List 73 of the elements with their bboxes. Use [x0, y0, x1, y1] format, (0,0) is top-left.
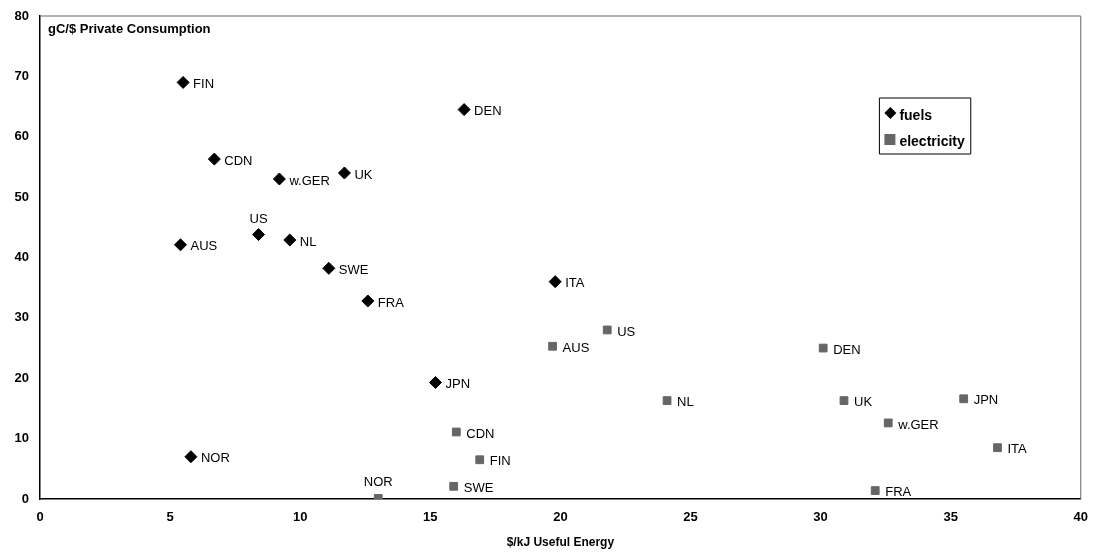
x-tick-label: 10 — [292, 509, 308, 525]
point — [283, 233, 297, 247]
annotation: NL — [677, 394, 694, 410]
x-tick-label: 5 — [166, 509, 174, 525]
annotation: US — [617, 323, 636, 339]
y-tick-label: 60 — [14, 128, 29, 144]
point — [428, 375, 442, 389]
x-tick-label: 25 — [683, 509, 698, 525]
annotation: UK — [354, 166, 373, 182]
point — [252, 228, 266, 242]
x-tick-label: 0 — [36, 509, 44, 525]
annotation: ITA — [1007, 441, 1028, 457]
annotation: AUS — [562, 339, 590, 355]
annotation: FRA — [885, 484, 912, 500]
annotation: NOR — [200, 450, 230, 466]
annotation: SWE — [463, 479, 494, 495]
annotation: DEN — [833, 341, 861, 357]
annotation: ITA — [565, 275, 585, 291]
y-tick-label: 80 — [14, 7, 29, 23]
annotation: UK — [853, 394, 873, 410]
y-tick-label: 70 — [14, 67, 29, 83]
legend-label: electricity — [899, 132, 965, 149]
annotation: w.GER — [288, 172, 330, 188]
point — [337, 166, 351, 180]
annotation: US — [249, 210, 268, 226]
annotation: FIN — [193, 75, 215, 91]
x-tick-label: 35 — [943, 509, 958, 525]
point — [993, 443, 1002, 453]
annotation: DEN — [474, 103, 502, 119]
y-tick-label: 10 — [14, 430, 29, 446]
annotation: NOR — [363, 474, 393, 490]
point — [449, 481, 459, 491]
y-tick-label: 50 — [14, 188, 29, 204]
annotation: CDN — [466, 425, 495, 441]
point — [451, 427, 461, 437]
point — [883, 418, 893, 428]
annotation: JPN — [445, 376, 471, 392]
point — [870, 486, 880, 495]
annotation: w.GER — [897, 416, 939, 432]
x-tick-label: 20 — [553, 509, 568, 525]
point — [184, 450, 198, 464]
x-axis-title: $/kJ Useful Energy — [506, 535, 615, 550]
point — [361, 294, 375, 308]
point — [839, 396, 849, 405]
point — [548, 275, 562, 289]
y-tick-label: 40 — [14, 249, 29, 265]
point — [959, 394, 969, 404]
point — [272, 172, 286, 186]
point — [322, 261, 336, 275]
point — [662, 396, 672, 405]
annotation: JPN — [973, 392, 999, 408]
annotation: AUS — [190, 238, 218, 254]
point — [818, 343, 828, 353]
annotation: FRA — [377, 294, 405, 310]
annotation: SWE — [338, 261, 369, 277]
legend-label: fuels — [899, 106, 933, 123]
point — [548, 341, 557, 351]
y-tick-label: 30 — [14, 309, 29, 325]
annotation: CDN — [224, 152, 253, 168]
annotation: FIN — [489, 453, 511, 469]
point — [176, 75, 190, 89]
x-tick-label: 30 — [813, 509, 828, 525]
y-tick-label: 20 — [14, 369, 29, 385]
point — [457, 103, 471, 117]
x-tick-label: 40 — [1073, 509, 1088, 525]
y-tick-label: 0 — [21, 490, 29, 506]
point — [174, 238, 187, 252]
x-tick-label: 15 — [423, 509, 438, 525]
y-axis-title: gC/$ Private Consumption — [48, 20, 211, 36]
point — [475, 455, 485, 465]
point — [602, 325, 612, 335]
point — [207, 152, 221, 166]
annotation: NL — [299, 233, 317, 249]
